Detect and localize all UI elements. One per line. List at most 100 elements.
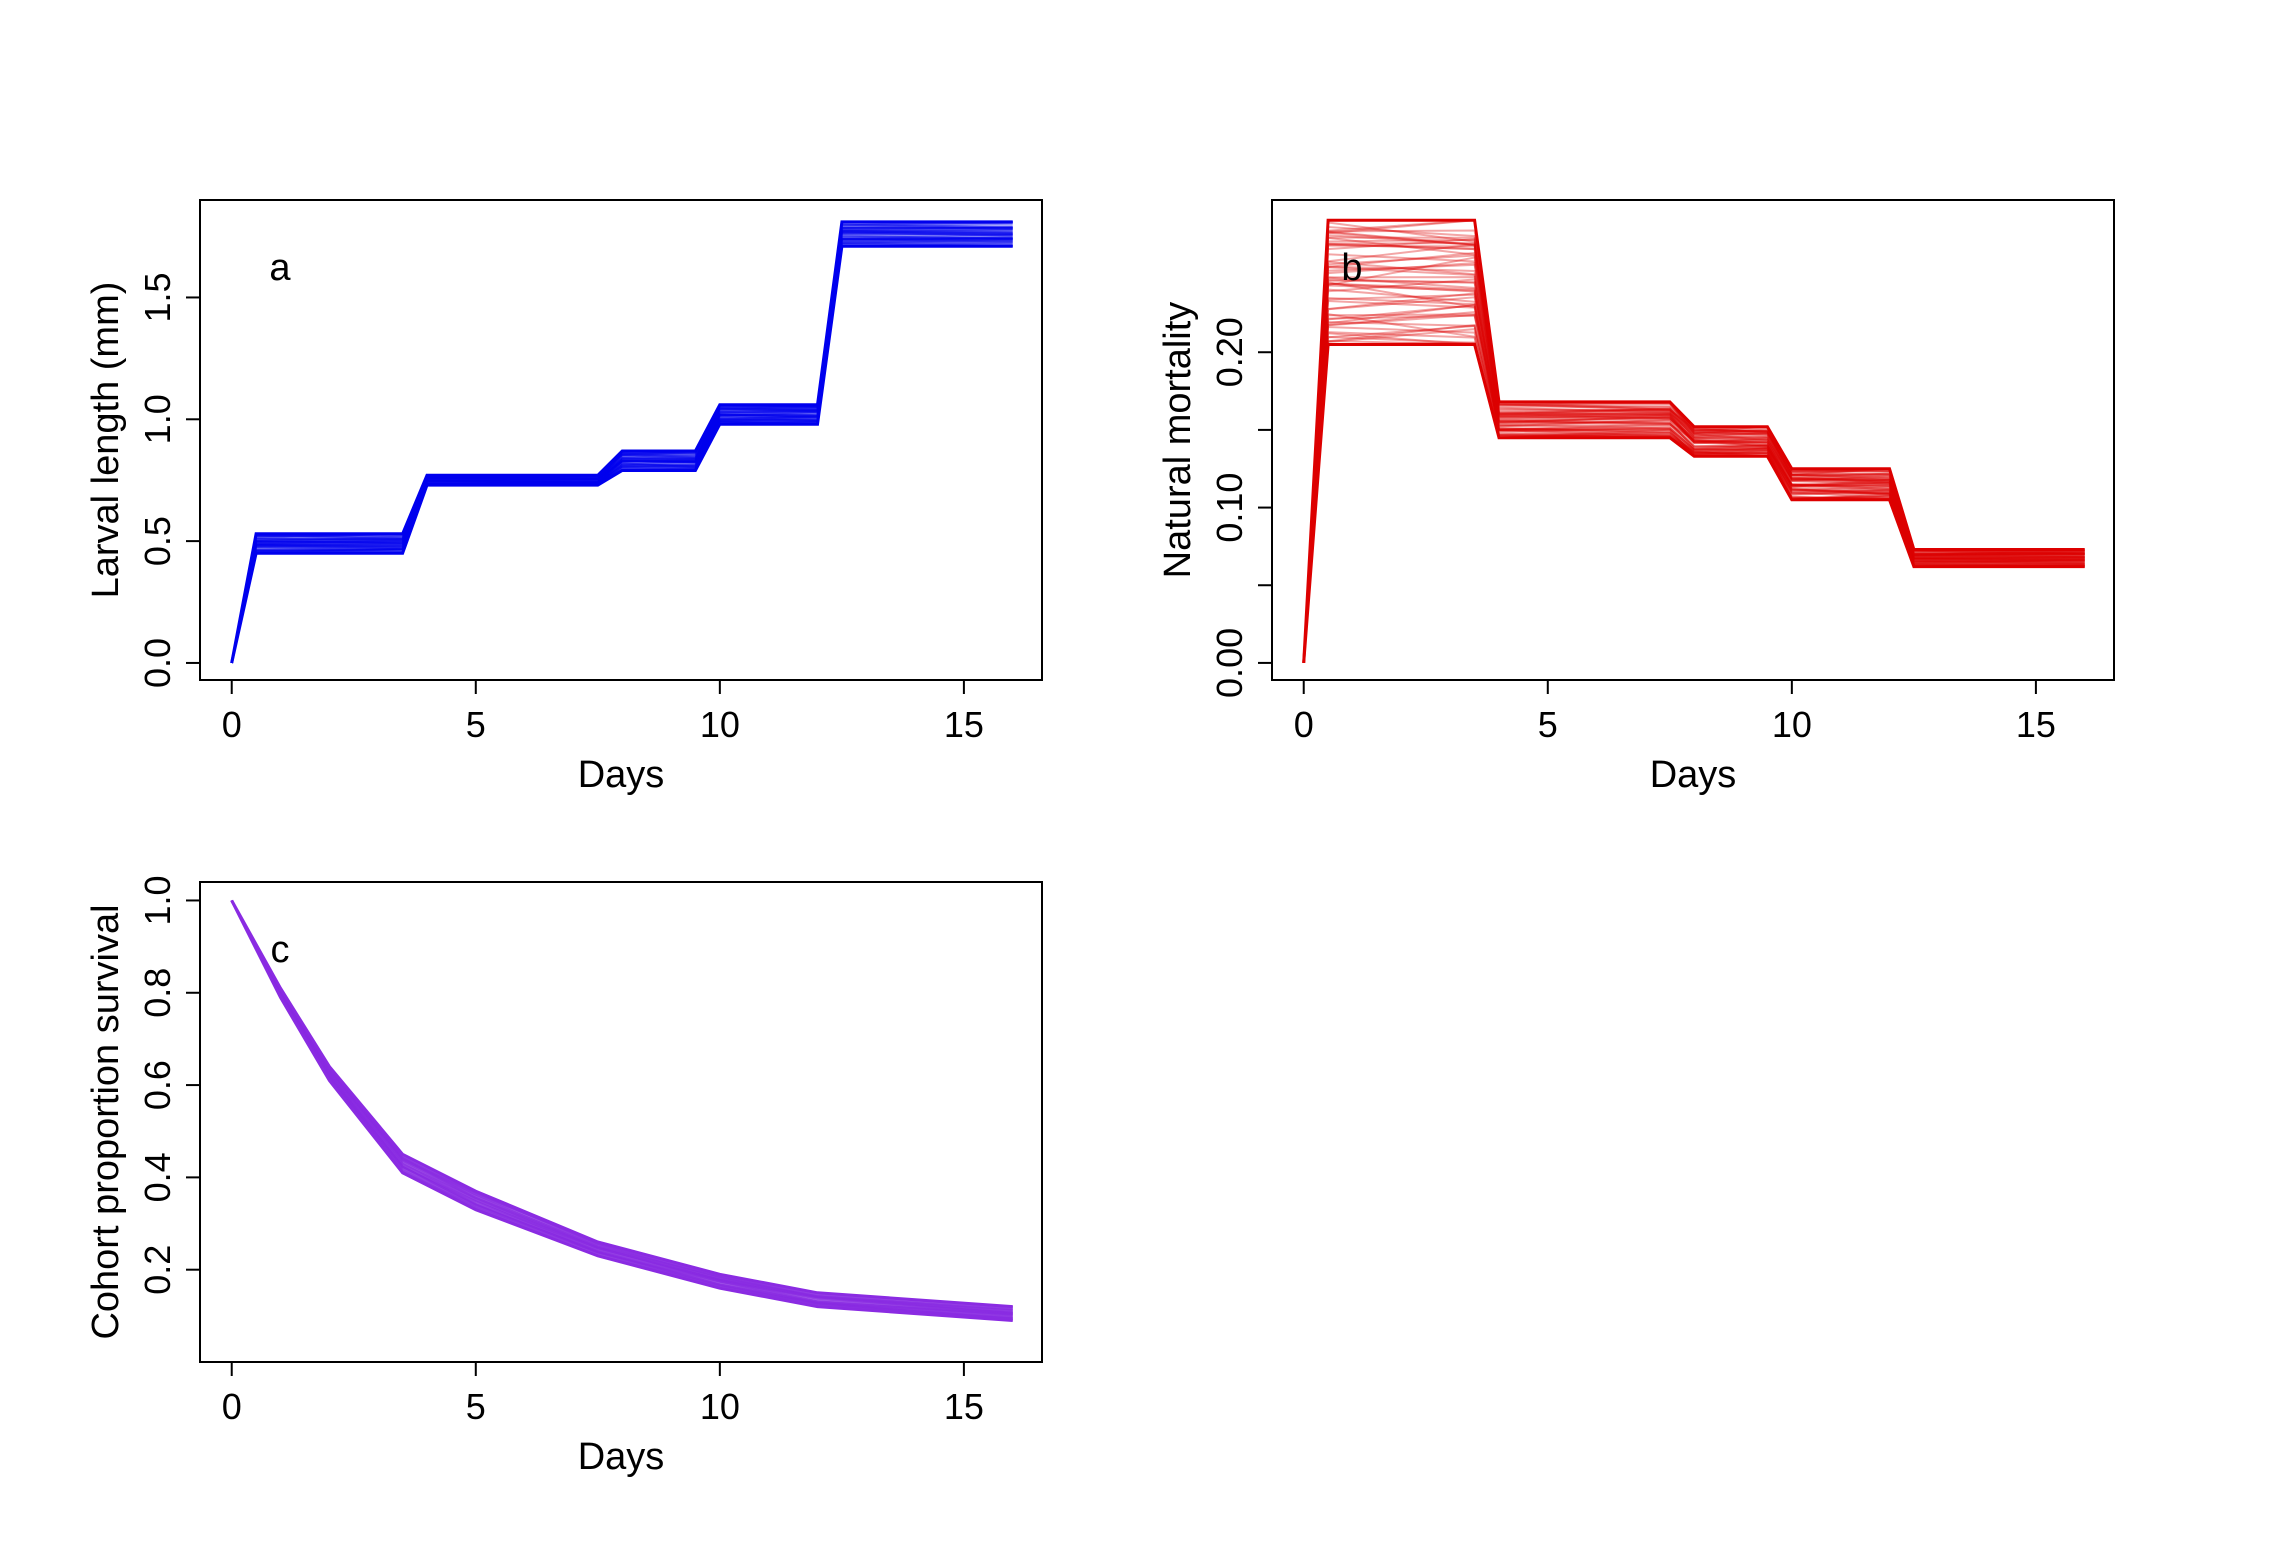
panel-letter: a bbox=[269, 247, 291, 289]
ensemble-line bbox=[1302, 324, 2085, 663]
ensemble-line bbox=[230, 233, 1013, 664]
y-tick-label: 0.00 bbox=[1209, 628, 1250, 698]
ensemble-line bbox=[230, 900, 1013, 1318]
y-axis-title: Natural mortality bbox=[1157, 302, 1199, 579]
ensemble-line bbox=[230, 900, 1013, 1314]
ensemble-line bbox=[230, 220, 1013, 664]
ensemble-line bbox=[1302, 341, 2085, 663]
plot-frame bbox=[1271, 199, 2115, 681]
series-line-upper bbox=[1302, 218, 2085, 663]
y-tick-label: 0.8 bbox=[137, 968, 178, 1018]
ensemble-line bbox=[1302, 262, 2085, 663]
ensemble-line bbox=[1302, 266, 2085, 663]
ensemble-line bbox=[1302, 242, 2085, 663]
ensemble-line bbox=[230, 233, 1013, 664]
y-tick-label: 1.0 bbox=[137, 394, 178, 444]
ensemble-line bbox=[230, 900, 1013, 1313]
series-line-lower bbox=[1302, 343, 2085, 664]
ensemble-line bbox=[230, 231, 1013, 664]
ensemble-line bbox=[230, 220, 1013, 664]
ensemble-line bbox=[1302, 284, 2085, 663]
y-axis-title: Cohort proportion survival bbox=[85, 904, 127, 1339]
x-tick-label: 0 bbox=[222, 1386, 242, 1427]
ensemble-line bbox=[1302, 292, 2085, 663]
ensemble-line bbox=[230, 234, 1013, 664]
ensemble-line bbox=[1302, 236, 2085, 663]
x-axis-title: Days bbox=[578, 754, 665, 796]
x-axis-title: Days bbox=[578, 1436, 665, 1478]
ensemble-lines bbox=[230, 220, 1013, 664]
ensemble-line bbox=[230, 900, 1013, 1311]
ensemble-line bbox=[230, 900, 1013, 1316]
ensemble-line bbox=[230, 220, 1013, 664]
ensemble-line bbox=[230, 900, 1013, 1318]
ensemble-line bbox=[1302, 343, 2085, 663]
ensemble-line bbox=[230, 228, 1013, 664]
ensemble-line bbox=[1302, 312, 2085, 663]
ensemble-line bbox=[230, 900, 1013, 1316]
ensemble-line bbox=[1302, 323, 2085, 663]
y-tick-label: 1.5 bbox=[137, 272, 178, 322]
ensemble-line bbox=[230, 900, 1013, 1314]
ensemble-line bbox=[1302, 296, 2085, 663]
ensemble-line bbox=[230, 900, 1013, 1314]
x-tick-label: 15 bbox=[944, 704, 984, 745]
x-tick-label: 0 bbox=[222, 704, 242, 745]
y-tick-label: 0.2 bbox=[137, 1245, 178, 1295]
panel-letter: c bbox=[271, 929, 290, 971]
x-tick-label: 5 bbox=[466, 704, 486, 745]
y-tick-label: 0.20 bbox=[1209, 317, 1250, 387]
ensemble-line bbox=[230, 900, 1013, 1317]
ensemble-line bbox=[1302, 314, 2085, 663]
ensemble-line bbox=[230, 226, 1013, 664]
ensemble-line bbox=[230, 900, 1013, 1315]
ensemble-line bbox=[230, 233, 1013, 664]
plot-frame bbox=[199, 199, 1043, 681]
ensemble-line bbox=[230, 231, 1013, 664]
ensemble-line bbox=[230, 232, 1013, 664]
ensemble-line bbox=[1302, 281, 2085, 663]
ensemble-lines bbox=[1302, 219, 2085, 663]
ensemble-line bbox=[1302, 251, 2085, 663]
ensemble-line bbox=[1302, 244, 2085, 663]
ensemble-line bbox=[1302, 313, 2085, 663]
ensemble-line bbox=[230, 226, 1013, 664]
x-tick-label: 5 bbox=[466, 1386, 486, 1427]
series-line-upper bbox=[230, 220, 1013, 664]
y-axis-title: Larval length (mm) bbox=[85, 282, 127, 599]
x-tick-label: 10 bbox=[700, 1386, 740, 1427]
series-line-upper bbox=[230, 899, 1013, 1309]
panel-letter: b bbox=[1341, 247, 1362, 289]
ensemble-line bbox=[230, 222, 1013, 664]
x-tick-label: 10 bbox=[700, 704, 740, 745]
ensemble-line bbox=[1302, 331, 2085, 663]
y-tick-label: 0.10 bbox=[1209, 473, 1250, 543]
ensemble-line bbox=[1302, 243, 2085, 663]
x-tick-label: 5 bbox=[1538, 704, 1558, 745]
y-tick-label: 1.0 bbox=[137, 875, 178, 925]
x-tick-label: 15 bbox=[2016, 704, 2056, 745]
y-tick-label: 0.0 bbox=[137, 638, 178, 688]
ensemble-line bbox=[230, 227, 1013, 664]
ensemble-line bbox=[1302, 282, 2085, 663]
ensemble-line bbox=[230, 900, 1013, 1316]
ensemble-line bbox=[1302, 339, 2085, 663]
ensemble-line bbox=[230, 228, 1013, 664]
ensemble-line bbox=[1302, 256, 2085, 663]
ensemble-line bbox=[230, 900, 1013, 1318]
ensemble-line bbox=[1302, 288, 2085, 663]
ensemble-line bbox=[230, 900, 1013, 1319]
ensemble-line bbox=[1302, 293, 2085, 663]
ensemble-line bbox=[1302, 260, 2085, 663]
ensemble-line bbox=[230, 231, 1013, 664]
ensemble-line bbox=[1302, 253, 2085, 663]
ensemble-line bbox=[230, 222, 1013, 664]
ensemble-line bbox=[230, 900, 1013, 1315]
ensemble-line bbox=[230, 220, 1013, 664]
ensemble-line bbox=[230, 900, 1013, 1316]
ensemble-line bbox=[1302, 320, 2085, 663]
ensemble-line bbox=[230, 223, 1013, 664]
ensemble-line bbox=[230, 226, 1013, 664]
ensemble-line bbox=[1302, 282, 2085, 663]
